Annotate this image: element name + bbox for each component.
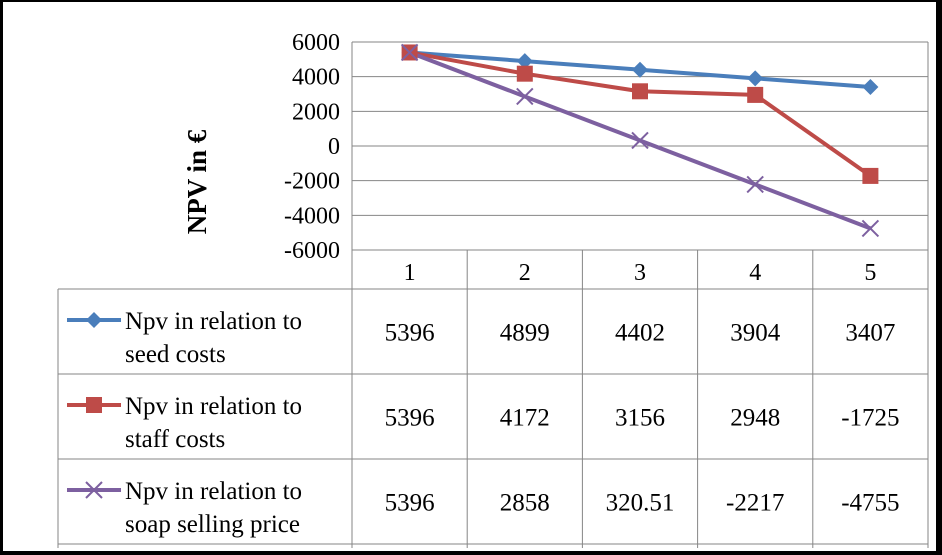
y-tick-label: 2000 [292, 99, 340, 125]
table-cell: 2948 [730, 405, 780, 432]
data-point [862, 167, 879, 184]
table-cell: 5396 [385, 405, 435, 432]
data-point [516, 87, 534, 106]
series-layer [400, 43, 880, 238]
data-point [747, 70, 764, 87]
x-category-label: 4 [749, 260, 761, 286]
table-cell: -4755 [841, 490, 899, 517]
legend-label: seed costs [125, 341, 226, 368]
data-point [861, 219, 880, 238]
data-point [632, 83, 648, 100]
data-point-stroke [631, 131, 649, 150]
table-cell: 3156 [615, 405, 665, 432]
data-point [516, 53, 533, 70]
y-axis-label: NPV in € [182, 129, 212, 234]
y-tick-label: 0 [328, 134, 340, 160]
legend-label: soap selling price [125, 511, 300, 538]
data-point [862, 78, 879, 95]
x-category-label: 1 [404, 260, 416, 286]
table-cell: 320.51 [606, 490, 675, 517]
npv-line-chart: NPV in € 6000 4000 2000 0 -2000 -4000 -6000 1 2… [57, 30, 929, 548]
data-point [746, 175, 764, 194]
data-point-stroke [861, 219, 880, 238]
data-point-stroke [746, 175, 764, 194]
table-cell: -1725 [841, 405, 899, 432]
legend-key-marker [86, 397, 102, 413]
legend-key-marker [86, 312, 102, 328]
legend-label: Npv in relation to [125, 308, 302, 335]
data-point-stroke [516, 87, 534, 106]
table-cell: 3407 [845, 320, 895, 347]
legend-label: staff costs [125, 426, 225, 453]
table-cell: -2217 [726, 490, 784, 517]
y-tick-label: -6000 [284, 238, 340, 264]
table-cell: 4172 [500, 405, 550, 432]
table-cell: 4402 [615, 320, 665, 347]
y-tick-label: 4000 [292, 65, 340, 91]
legend-label: Npv in relation to [125, 478, 302, 505]
data-point [632, 61, 648, 78]
table-cell: 5396 [385, 490, 435, 517]
x-category-label: 3 [634, 260, 646, 286]
data-point [400, 43, 419, 62]
legend-key-marker [85, 481, 103, 499]
table-cell: 5396 [385, 320, 435, 347]
y-tick-label: -2000 [284, 169, 340, 195]
table-cell: 4899 [500, 320, 550, 347]
legend-key-marker-stroke [85, 481, 103, 499]
data-table: 1 2 3 4 5 5396 4899 4402 3904 3407 Npv in relation… [57, 250, 928, 548]
data-point-stroke [400, 43, 419, 62]
x-category-label: 2 [519, 260, 531, 286]
legend-label: Npv in relation to [125, 393, 302, 420]
grid-layer: 6000 4000 2000 0 -2000 -4000 -6000 [284, 30, 929, 548]
data-point [631, 131, 649, 150]
y-tick-label: -4000 [284, 203, 340, 229]
table-cell: 2858 [500, 490, 550, 517]
x-category-label: 5 [864, 260, 876, 286]
data-point [747, 86, 764, 103]
data-point [516, 65, 533, 82]
y-tick-label: 6000 [292, 30, 340, 56]
table-cell: 3904 [730, 320, 781, 347]
